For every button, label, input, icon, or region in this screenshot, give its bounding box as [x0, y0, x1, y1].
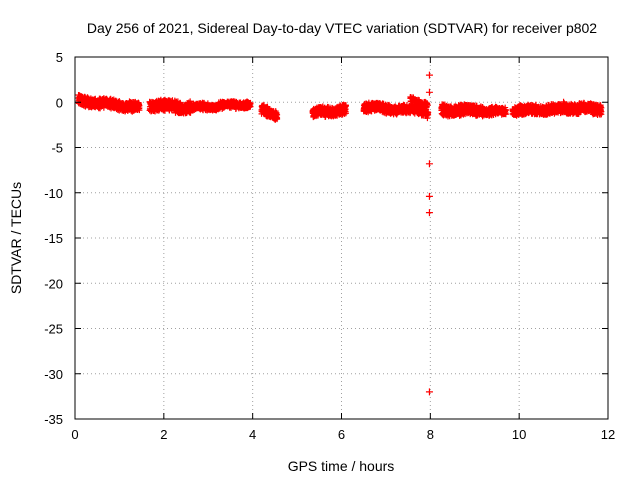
y-tick-label: -10 — [44, 186, 63, 201]
outlier-point — [425, 388, 433, 396]
data-point — [424, 100, 431, 107]
y-axis-label: SDTVAR / TECUs — [8, 182, 24, 294]
data-point — [136, 101, 143, 108]
data-point — [502, 107, 509, 114]
data-point — [423, 112, 430, 119]
outlier-point — [425, 71, 433, 79]
data-point — [423, 104, 430, 111]
x-tick-label: 12 — [601, 427, 615, 442]
data-point — [342, 102, 349, 109]
x-tick-label: 10 — [512, 427, 526, 442]
data-layer — [75, 71, 605, 396]
y-tick-label: -5 — [51, 141, 63, 156]
data-point — [247, 100, 254, 107]
outlier-point — [425, 209, 433, 217]
x-tick-label: 0 — [71, 427, 78, 442]
y-tick-label: 5 — [56, 50, 63, 65]
y-tick-label: -20 — [44, 276, 63, 291]
x-tick-label: 6 — [338, 427, 345, 442]
y-tick-label: -35 — [44, 412, 63, 427]
y-tick-label: -15 — [44, 231, 63, 246]
data-point — [425, 109, 432, 116]
data-point — [598, 111, 605, 118]
y-tick-label: 0 — [56, 95, 63, 110]
data-point — [557, 110, 564, 117]
y-tick-label: -30 — [44, 367, 63, 382]
data-point — [136, 107, 143, 114]
x-tick-label: 4 — [249, 427, 256, 442]
x-axis-label: GPS time / hours — [288, 458, 395, 474]
data-point — [410, 96, 417, 103]
outlier-point — [425, 88, 433, 96]
data-point — [274, 111, 281, 118]
tick-layer: 0 2 4 6 8 10 12 5 0 -5 -10 -15 -20 -25 -30 -35 — [44, 50, 615, 442]
x-tick-label: 8 — [427, 427, 434, 442]
chart-title: Day 256 of 2021, Sidereal Day-to-day VTE… — [87, 20, 597, 36]
outlier-point — [425, 160, 433, 168]
data-point — [342, 102, 349, 109]
data-point — [422, 99, 429, 106]
data-point — [342, 108, 349, 115]
grid-layer — [75, 57, 608, 419]
outlier-point — [425, 192, 433, 200]
x-tick-label: 2 — [160, 427, 167, 442]
y-tick-label: -25 — [44, 322, 63, 337]
